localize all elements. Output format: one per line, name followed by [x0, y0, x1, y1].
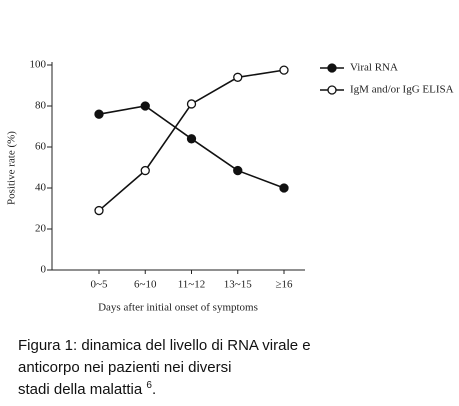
- point: [186, 99, 197, 109]
- series-line: [98, 105, 285, 189]
- y-tick-label: 60: [35, 141, 47, 153]
- y-tick-label: 0: [41, 264, 47, 276]
- point: [233, 165, 243, 176]
- point: [140, 165, 150, 176]
- y-tick-label: 80: [35, 100, 47, 112]
- caption-text: stadi della malattia: [18, 381, 143, 398]
- point: [279, 183, 289, 193]
- point: [94, 205, 104, 216]
- caption-ref: 6: [146, 380, 152, 391]
- y-tick-label: 40: [35, 182, 47, 194]
- x-tick-label: 13~15: [224, 279, 252, 291]
- chart: Positive rate (%) Days after initial ons…: [6, 59, 454, 314]
- x-tick-label: 6~10: [134, 279, 157, 291]
- y-tick-label: 100: [30, 59, 47, 71]
- legend-label: Viral RNA: [350, 62, 398, 74]
- point: [233, 72, 243, 82]
- y-axis-label: Positive rate (%): [6, 131, 18, 205]
- x-tick-label: 11~12: [178, 279, 206, 291]
- point: [279, 65, 289, 75]
- point: [140, 101, 150, 111]
- caption-line: stadi della malattia 6.: [18, 380, 156, 398]
- x-tick-label: ≥16: [275, 279, 293, 291]
- y-tick-label: 20: [35, 223, 47, 235]
- legend-marker: [327, 63, 337, 73]
- x-axis-label: Days after initial onset of symptoms: [98, 302, 258, 314]
- x-tick-label: 0~5: [91, 279, 108, 291]
- legend-label: IgM and/or IgG ELISA: [350, 84, 454, 96]
- point: [186, 134, 197, 144]
- caption-line: Figura 1: dinamica del livello di RNA vi…: [18, 337, 311, 354]
- caption-line: anticorpo nei pazienti nei diversi: [18, 359, 231, 376]
- point: [94, 109, 104, 119]
- legend-marker: [327, 85, 337, 95]
- caption-end: .: [152, 381, 156, 398]
